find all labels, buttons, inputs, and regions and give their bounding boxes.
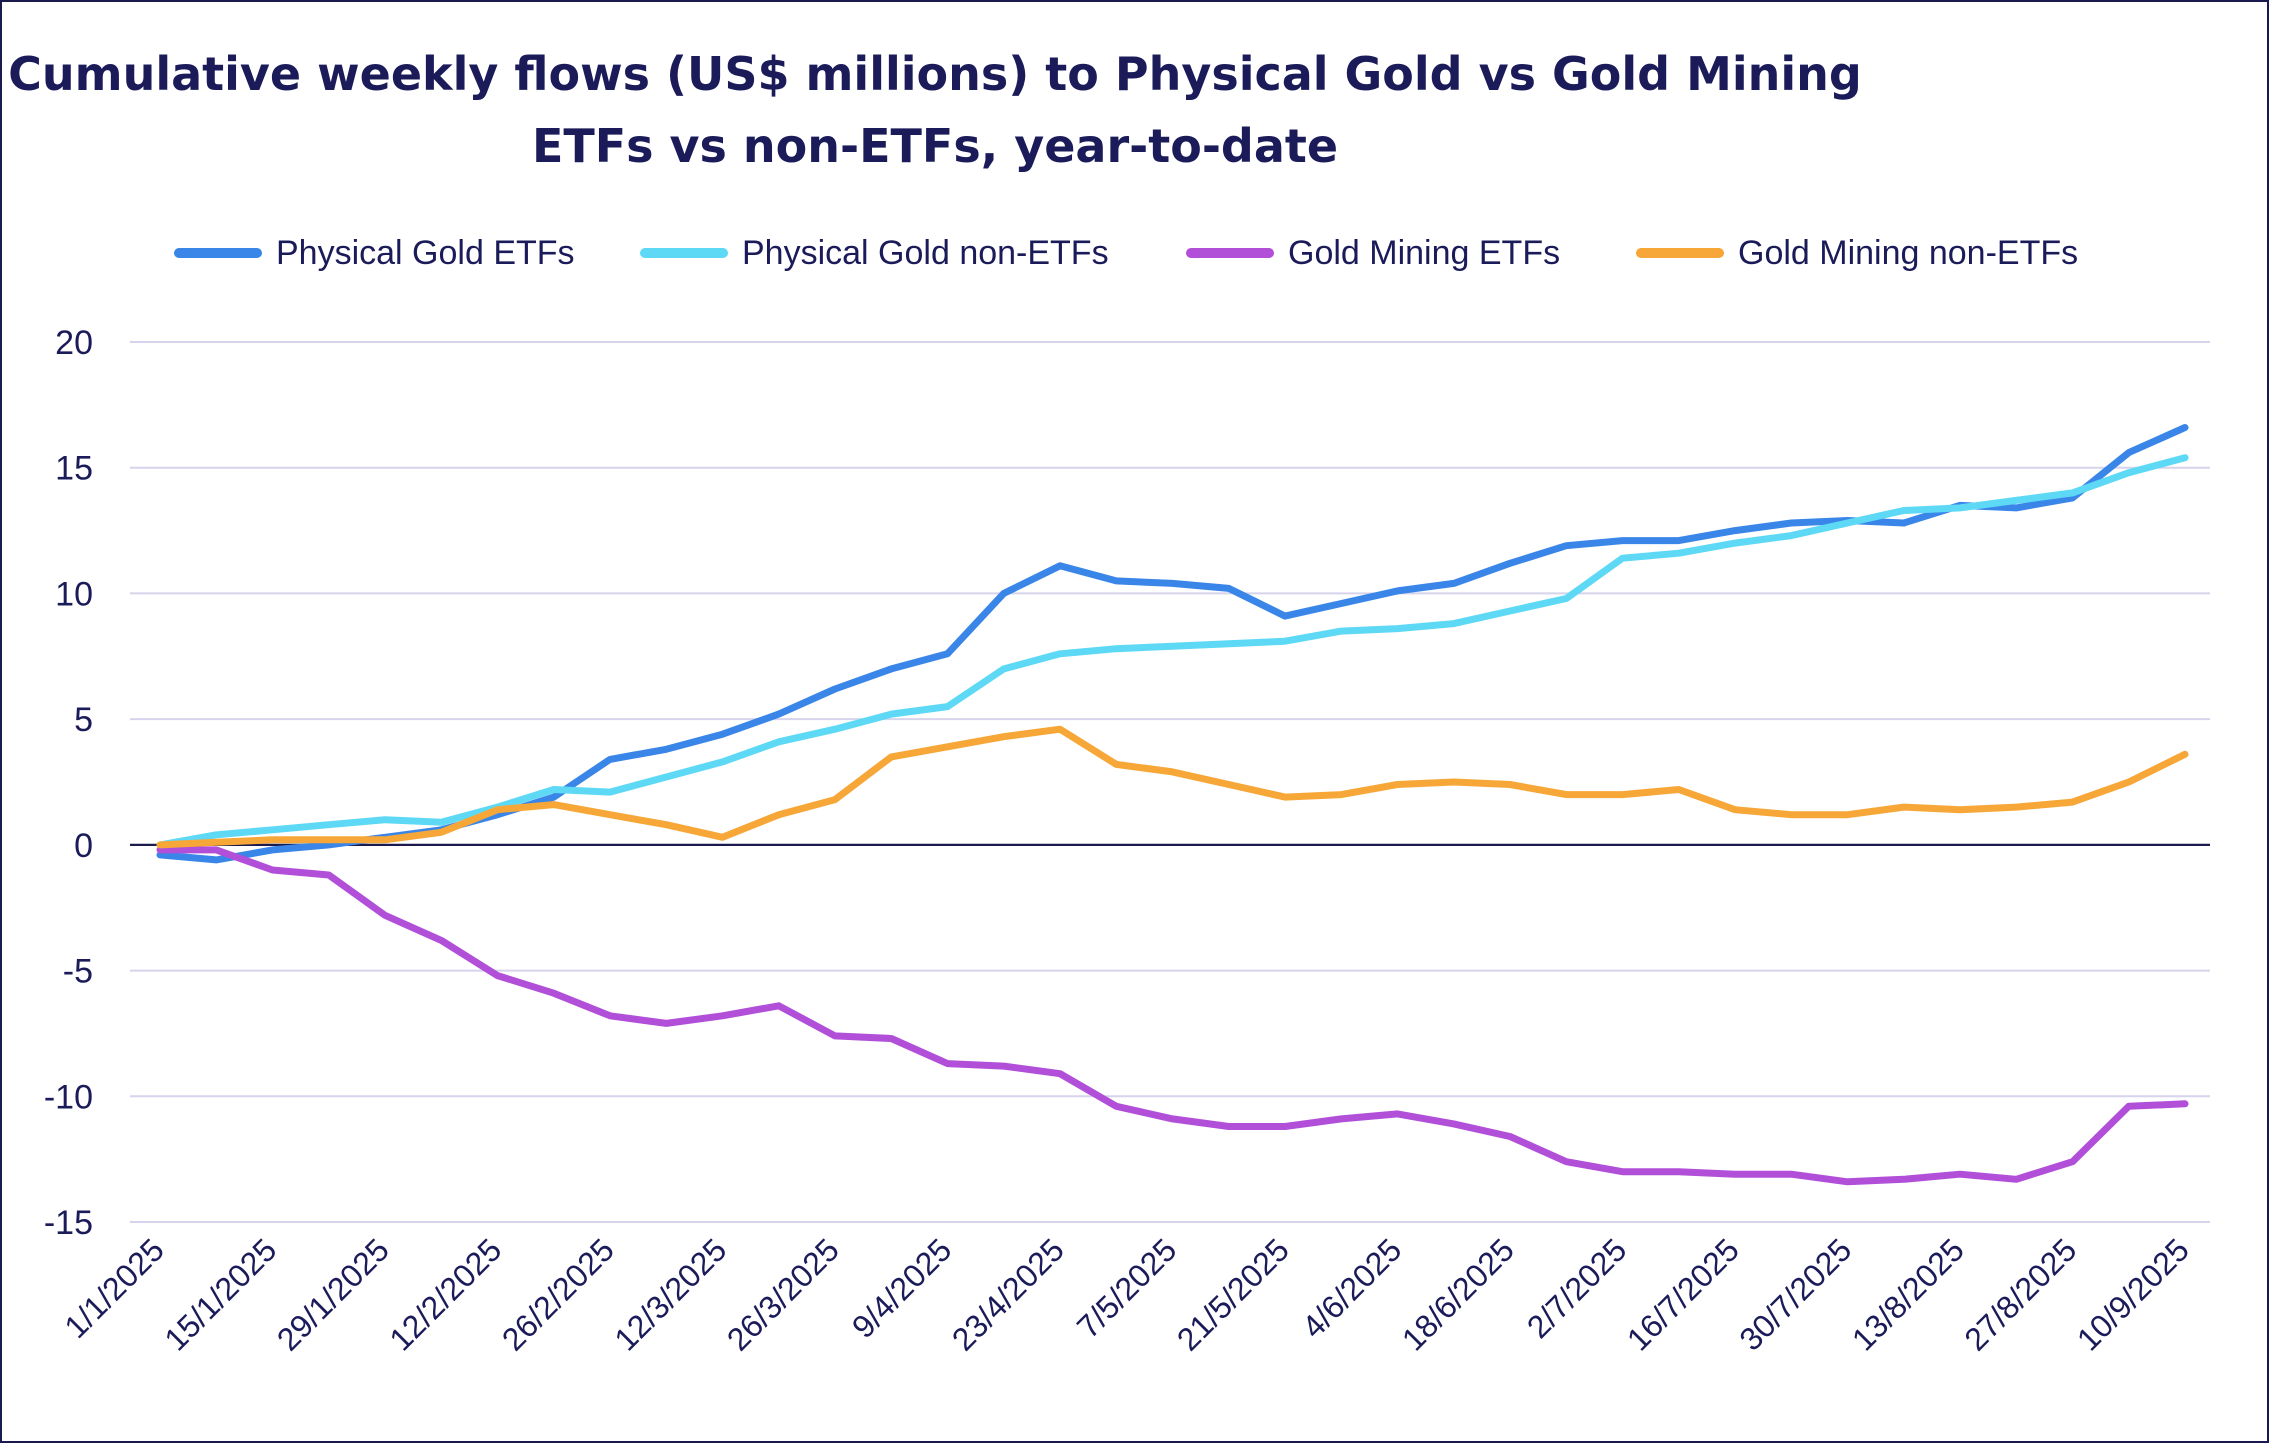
x-axis-ticks: 1/1/202515/1/202529/1/202512/2/202526/2/… [57,1231,2196,1357]
x-tick-label: 23/4/2025 [945,1231,1071,1357]
y-tick-label: -10 [44,1078,93,1116]
y-axis-ticks: 20 15 10 5 0 -5 -10 -15 [44,324,93,1242]
legend-item-gold-mining-etfs: Gold Mining ETFs [1186,228,1560,278]
legend-item-gold-mining-non-etfs: Gold Mining non-ETFs [1636,228,2078,278]
y-tick-label: 0 [74,827,93,865]
x-tick-label: 7/5/2025 [1070,1231,1184,1345]
series-line-physical-gold-non-etfs [156,454,2189,849]
legend-item-physical-gold-non-etfs: Physical Gold non-ETFs [640,228,1109,278]
gridlines [130,341,2210,1223]
x-tick-label: 18/6/2025 [1395,1231,1521,1357]
x-tick-label: 26/3/2025 [720,1231,846,1357]
chart-legend: Physical Gold ETFs Physical Gold non-ETF… [0,228,2269,278]
legend-label-physical-gold-non-etfs: Physical Gold non-ETFs [742,233,1109,272]
legend-label-physical-gold-etfs: Physical Gold ETFs [276,233,575,272]
x-tick-label: 26/2/2025 [495,1231,621,1357]
y-tick-label: -5 [63,953,93,991]
legend-swatch-gold-mining-etfs [1186,248,1274,258]
chart-title: Cumulative weekly flows (US$ millions) t… [0,38,1870,182]
x-tick-label: 12/2/2025 [382,1231,508,1357]
legend-label-gold-mining-non-etfs: Gold Mining non-ETFs [1738,233,2079,272]
series-line-gold-mining-non-etfs [156,725,2189,849]
x-tick-label: 2/7/2025 [1520,1231,1634,1345]
chart-title-line-2: ETFs vs non-ETFs, year-to-date [531,119,1339,173]
x-tick-label: 4/6/2025 [1295,1231,1409,1345]
x-tick-label: 10/9/2025 [2070,1231,2196,1357]
legend-swatch-gold-mining-non-etfs [1636,248,1724,258]
x-tick-label: 9/4/2025 [845,1231,959,1345]
x-tick-label: 1/1/2025 [57,1231,171,1345]
legend-label-gold-mining-etfs: Gold Mining ETFs [1288,233,1561,272]
x-tick-label: 12/3/2025 [607,1231,733,1357]
x-tick-label: 27/8/2025 [1957,1231,2083,1357]
chart-title-line-1: Cumulative weekly flows (US$ millions) t… [8,47,1862,101]
legend-item-physical-gold-etfs: Physical Gold ETFs [174,228,575,278]
x-tick-label: 21/5/2025 [1170,1231,1296,1357]
series-line-gold-mining-etfs [156,846,2189,1186]
x-tick-label: 13/8/2025 [1845,1231,1971,1357]
x-tick-label: 15/1/2025 [157,1231,283,1357]
y-tick-label: 20 [55,324,93,362]
legend-swatch-physical-gold-non-etfs [640,248,728,258]
legend-swatch-physical-gold-etfs [174,248,262,258]
x-tick-label: 29/1/2025 [270,1231,396,1357]
y-tick-label: -15 [44,1204,93,1242]
y-tick-label: 15 [55,450,93,488]
y-tick-label: 10 [55,575,93,613]
series-lines [156,424,2189,1186]
y-tick-label: 5 [74,701,93,739]
x-tick-label: 30/7/2025 [1732,1231,1858,1357]
x-tick-label: 16/7/2025 [1620,1231,1746,1357]
